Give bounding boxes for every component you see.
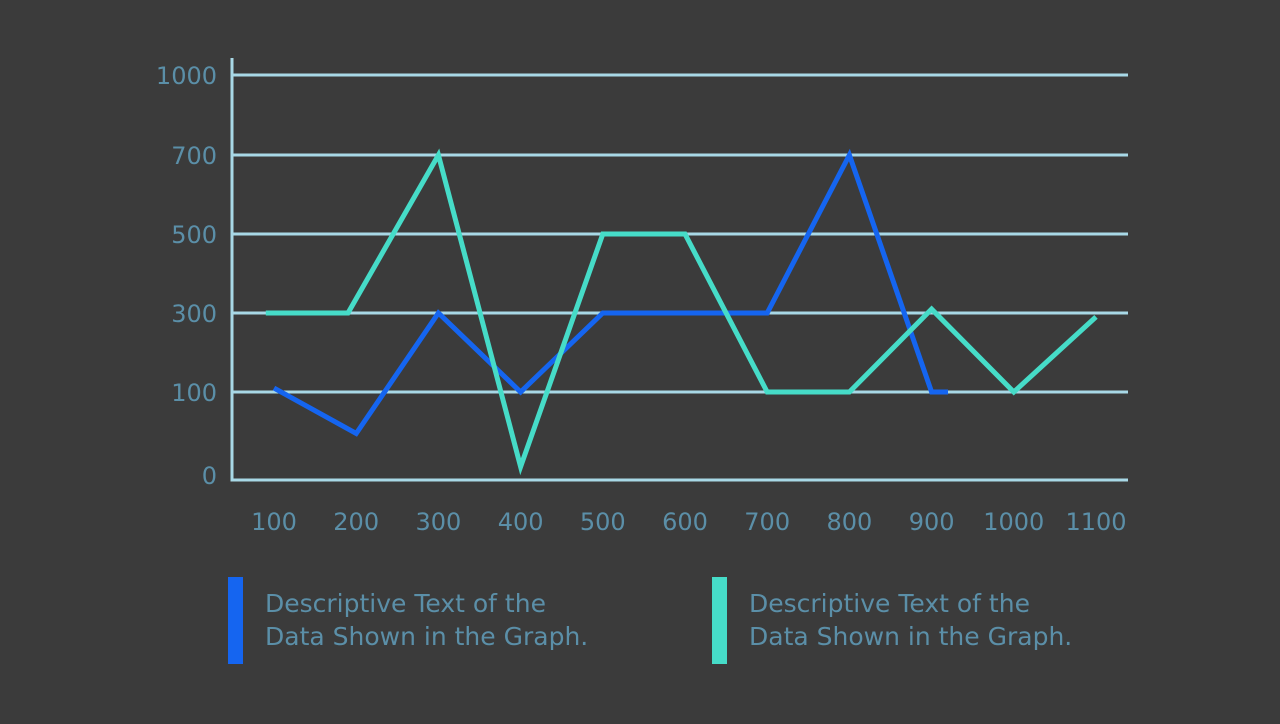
x-tick-label: 900	[909, 508, 955, 536]
y-tick-label: 100	[171, 379, 217, 407]
series-line-1	[272, 148, 948, 437]
x-tick-label: 600	[662, 508, 708, 536]
y-tick-label: 1000	[156, 62, 217, 90]
series-lines	[265, 148, 1098, 476]
legend-label-line-2: Data Shown in the Graph.	[749, 622, 1073, 651]
x-tick-label: 200	[333, 508, 379, 536]
y-tick-label: 500	[171, 221, 217, 249]
legend-label-line-2: Data Shown in the Graph.	[265, 622, 589, 651]
x-tick-labels: 100 200 300 400 500 600 700 800 900 1000 1100	[251, 508, 1126, 536]
x-tick-label: 700	[744, 508, 790, 536]
x-tick-label: 100	[251, 508, 297, 536]
x-tick-label: 1000	[983, 508, 1044, 536]
x-tick-label: 500	[580, 508, 626, 536]
x-tick-label: 300	[415, 508, 461, 536]
y-tick-label: 0	[202, 462, 217, 490]
y-tick-labels: 0 100 300 500 700 1000	[156, 62, 217, 490]
legend-label: Descriptive Text of the Data Shown in th…	[749, 587, 1149, 653]
x-tick-label: 400	[498, 508, 544, 536]
legend-label-line-1: Descriptive Text of the	[749, 589, 1030, 618]
x-tick-label: 1100	[1065, 508, 1126, 536]
series-line-2	[265, 148, 1098, 476]
y-tick-label: 300	[171, 300, 217, 328]
legend-label-line-1: Descriptive Text of the	[265, 589, 546, 618]
legend-color-swatch	[228, 577, 243, 664]
legend-label: Descriptive Text of the Data Shown in th…	[265, 587, 665, 653]
axes	[230, 58, 1128, 482]
x-tick-label: 800	[826, 508, 872, 536]
y-tick-label: 700	[171, 142, 217, 170]
legend-color-swatch	[712, 577, 727, 664]
